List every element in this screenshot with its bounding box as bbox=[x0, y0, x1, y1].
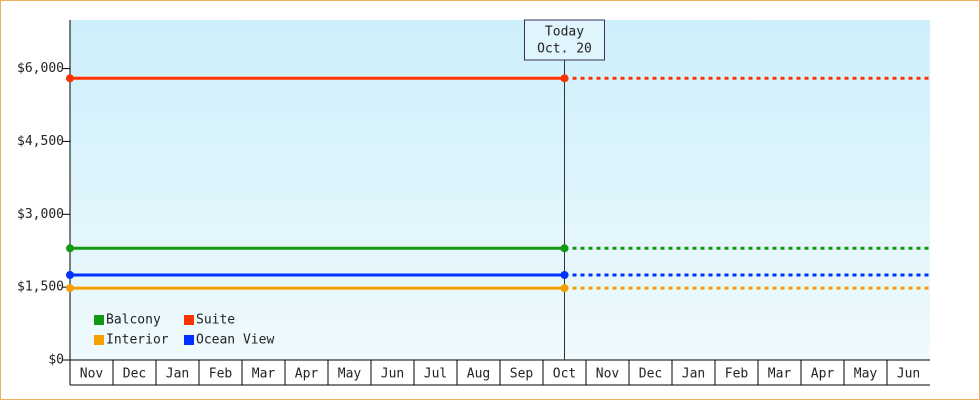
legend-label: Balcony bbox=[106, 313, 161, 328]
x-tick-label: Jun bbox=[897, 367, 920, 382]
today-date: Oct. 20 bbox=[537, 42, 592, 57]
legend-swatch bbox=[94, 335, 104, 345]
x-tick-label: May bbox=[854, 367, 878, 382]
price-point bbox=[66, 271, 74, 279]
legend-swatch bbox=[94, 315, 104, 325]
legend-label: Ocean View bbox=[196, 333, 274, 348]
x-tick-label: Jan bbox=[166, 367, 189, 382]
x-tick-label: May bbox=[338, 367, 362, 382]
price-point bbox=[66, 244, 74, 253]
x-tick-label: Feb bbox=[725, 367, 749, 382]
price-point bbox=[560, 284, 569, 293]
price-point bbox=[560, 74, 569, 83]
y-tick-label: $4,500 bbox=[17, 134, 64, 149]
y-tick-label: $1,500 bbox=[17, 280, 64, 295]
x-tick-label: Nov bbox=[80, 367, 104, 382]
y-tick-label: $3,000 bbox=[17, 207, 64, 222]
y-tick-label: $6,000 bbox=[17, 61, 64, 76]
x-tick-label: Jul bbox=[424, 367, 447, 382]
x-tick-label: Aug bbox=[467, 367, 490, 382]
legend-swatch bbox=[184, 315, 194, 325]
price-point bbox=[66, 284, 74, 293]
legend-label: Suite bbox=[196, 313, 235, 328]
price-point bbox=[560, 244, 569, 253]
x-tick-label: Nov bbox=[596, 367, 620, 382]
x-tick-label: Jan bbox=[682, 367, 705, 382]
x-tick-label: Sep bbox=[510, 367, 534, 382]
price-point bbox=[66, 74, 74, 83]
x-tick-label: Mar bbox=[768, 367, 792, 382]
x-tick-label: Apr bbox=[295, 367, 319, 382]
x-tick-label: Mar bbox=[252, 367, 276, 382]
x-tick-label: Dec bbox=[123, 367, 146, 382]
legend-label: Interior bbox=[106, 333, 169, 348]
price-point bbox=[560, 271, 569, 279]
x-tick-label: Dec bbox=[639, 367, 662, 382]
today-box bbox=[524, 19, 605, 61]
today-title: Today bbox=[545, 25, 584, 40]
x-tick-label: Feb bbox=[209, 367, 233, 382]
x-tick-label: Oct bbox=[553, 367, 576, 382]
legend-swatch bbox=[184, 335, 194, 345]
x-tick-label: Apr bbox=[811, 367, 835, 382]
x-tick-label: Jun bbox=[381, 367, 404, 382]
y-tick-label: $0 bbox=[48, 353, 64, 368]
plot-area bbox=[70, 20, 930, 360]
